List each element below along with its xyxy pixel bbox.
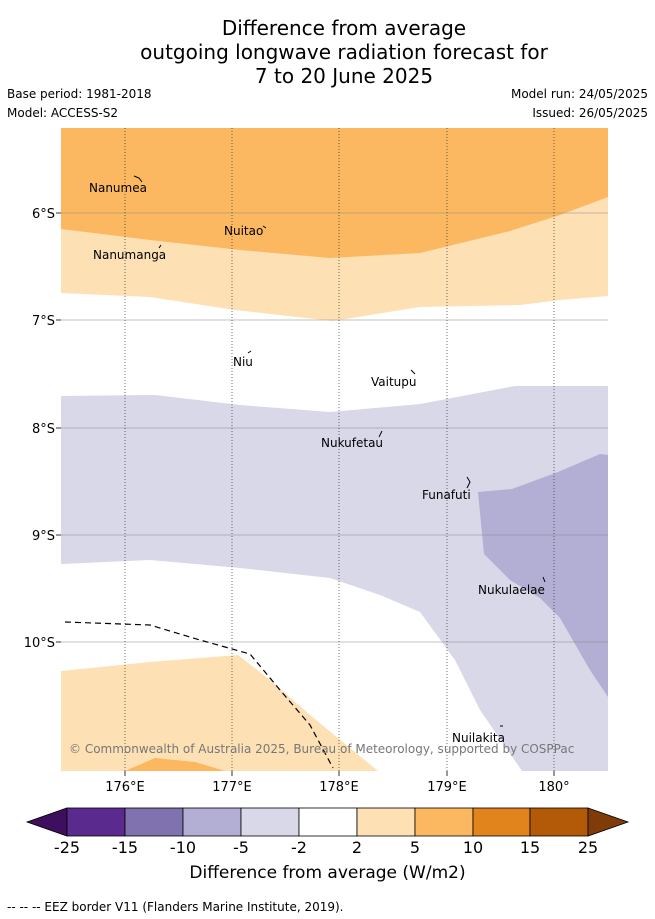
- colorbar: [25, 807, 630, 837]
- place-label-nanumea: Nanumea: [89, 181, 147, 195]
- island-funafuti-outline: [466, 476, 471, 489]
- colorbar-tick-label-4: -5: [233, 838, 249, 857]
- colorbar-title: Difference from average (W/m2): [189, 863, 466, 883]
- place-label-nuilakita: Nuilakita: [452, 731, 505, 745]
- anomaly-zone-plus-5-to-10-north: [61, 128, 608, 258]
- map-title: Difference from average outgoing longwav…: [0, 16, 655, 88]
- colorbar-tick-label-6: 2: [351, 838, 363, 857]
- title-line-3: 7 to 20 June 2025: [254, 64, 434, 88]
- island-outlines: [133, 175, 546, 727]
- model-name-text: Model: ACCESS-S2: [7, 106, 119, 120]
- colorbar-extend-low: [25, 807, 68, 837]
- anomaly-zone-minus-5-to-minus-10: [478, 454, 608, 697]
- colorbar-segment-3: [182, 807, 242, 837]
- colorbar-tick-label-1: -25: [53, 838, 81, 857]
- colorbar-tick-label-8: 10: [462, 838, 484, 857]
- lat-tick-label-2: 7°S: [32, 314, 55, 329]
- colorbar-segment-5: [298, 807, 358, 837]
- place-label-nanumanga: Nanumanga: [93, 248, 166, 262]
- copyright-notice: © Commonwealth of Australia 2025, Bureau…: [69, 742, 575, 756]
- place-label-vaitupu: Vaitupu: [371, 375, 417, 389]
- colorbar-tick-label-7: 5: [409, 838, 421, 857]
- island-vaitupu-outline: [410, 369, 416, 375]
- island-nukufetau-outline: [378, 430, 383, 438]
- colorbar-segment-9: [529, 807, 589, 837]
- island-nanumanga-outline: [158, 244, 162, 249]
- issued-date-text: Issued: 26/05/2025: [532, 106, 648, 120]
- place-label-funafuti: Funafuti: [422, 488, 471, 502]
- colorbar-tick-label-5: -2: [291, 838, 307, 857]
- colorbar-segment-8: [472, 807, 531, 837]
- colorbar-tick-label-3: -10: [169, 838, 197, 857]
- colorbar-segment-1: [66, 807, 126, 837]
- colorbar-tick-label-10: 25: [577, 838, 599, 857]
- colorbar-tick-label-9: 15: [519, 838, 541, 857]
- colorbar-segment-6: [356, 807, 416, 837]
- lon-tick-label-1: 176°E: [105, 780, 145, 795]
- island-nukulaelae-outline: [542, 576, 546, 583]
- longitude-grid: [124, 128, 555, 771]
- lat-tick-label-4: 9°S: [32, 529, 55, 544]
- colorbar-segment-4: [240, 807, 300, 837]
- colorbar-segment-2: [124, 807, 184, 837]
- lon-tick-label-3: 178°E: [319, 780, 359, 795]
- lon-tick-label-2: 177°E: [212, 780, 252, 795]
- place-labels: Nanumea Nuitao Nanumanga Niu Vaitupu Nuk…: [89, 181, 545, 745]
- eez-border-legend: -- -- -- EEZ border V11 (Flanders Marine…: [7, 900, 344, 914]
- island-nuitao-outline: [262, 225, 267, 229]
- base-period-text: Base period: 1981-2018: [7, 87, 152, 101]
- latitude-grid: [61, 212, 608, 643]
- lat-tick-label-5: 10°S: [24, 636, 55, 651]
- colorbar-tick-label-2: -15: [111, 838, 139, 857]
- lon-tick-label-5: 180°: [538, 780, 569, 795]
- lon-tick-label-4: 179°E: [427, 780, 467, 795]
- longitude-axis: 176°E 177°E 178°E 179°E 180°: [105, 771, 570, 795]
- place-label-nukufetau: Nukufetau: [321, 436, 383, 450]
- anomaly-zone-minus-2-to-minus-5: [61, 386, 608, 771]
- title-line-1: Difference from average: [221, 16, 467, 40]
- place-label-niu: Niu: [233, 355, 253, 369]
- lat-tick-label-3: 8°S: [32, 422, 55, 437]
- anomaly-zone-plus-2-to-5-south: [61, 655, 378, 771]
- colorbar-segment-7: [414, 807, 474, 837]
- island-niu-outline: [247, 350, 252, 354]
- latitude-axis: 6°S 7°S 8°S 9°S 10°S: [24, 207, 61, 651]
- eez-border-line: [64, 621, 334, 769]
- map-panel: Nanumea Nuitao Nanumanga Niu Vaitupu Nuk…: [61, 128, 608, 771]
- model-run-text: Model run: 24/05/2025: [510, 87, 648, 101]
- place-label-nuitao: Nuitao: [224, 224, 263, 238]
- title-line-2: outgoing longwave radiation forecast for: [140, 40, 548, 64]
- place-label-nukulaelae: Nukulaelae: [478, 583, 545, 597]
- anomaly-zone-plus-5-to-10-south: [125, 758, 225, 771]
- lat-tick-label-1: 6°S: [32, 207, 55, 222]
- island-nanumea-outline: [133, 175, 143, 183]
- colorbar-extend-high: [587, 807, 630, 837]
